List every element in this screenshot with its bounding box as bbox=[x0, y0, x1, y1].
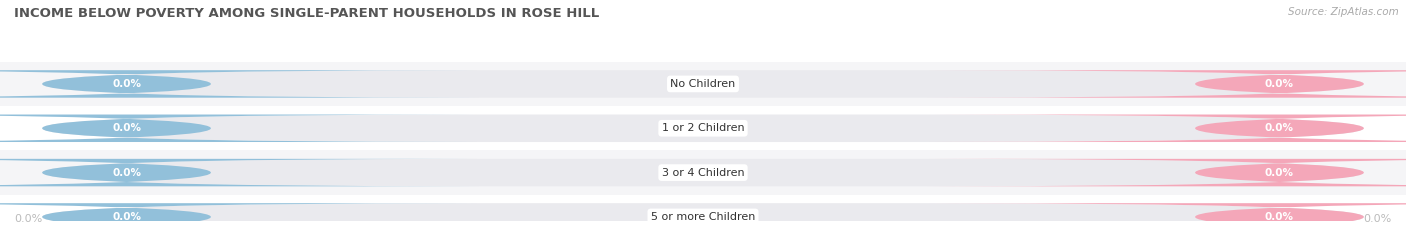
FancyBboxPatch shape bbox=[0, 195, 1406, 233]
Text: 0.0%: 0.0% bbox=[14, 214, 42, 224]
Text: 0.0%: 0.0% bbox=[1265, 212, 1294, 222]
FancyBboxPatch shape bbox=[928, 203, 1406, 231]
Text: 0.0%: 0.0% bbox=[112, 79, 141, 89]
Text: 1 or 2 Children: 1 or 2 Children bbox=[662, 123, 744, 133]
FancyBboxPatch shape bbox=[42, 70, 1364, 98]
FancyBboxPatch shape bbox=[0, 151, 1406, 195]
Text: 0.0%: 0.0% bbox=[112, 123, 141, 133]
Text: Source: ZipAtlas.com: Source: ZipAtlas.com bbox=[1288, 7, 1399, 17]
FancyBboxPatch shape bbox=[0, 62, 1406, 106]
FancyBboxPatch shape bbox=[928, 159, 1406, 186]
Text: 0.0%: 0.0% bbox=[112, 212, 141, 222]
FancyBboxPatch shape bbox=[0, 106, 1406, 151]
Text: 0.0%: 0.0% bbox=[1265, 123, 1294, 133]
Text: 5 or more Children: 5 or more Children bbox=[651, 212, 755, 222]
Text: 0.0%: 0.0% bbox=[1265, 79, 1294, 89]
FancyBboxPatch shape bbox=[42, 203, 1364, 231]
FancyBboxPatch shape bbox=[928, 115, 1406, 142]
FancyBboxPatch shape bbox=[928, 70, 1406, 98]
Text: 3 or 4 Children: 3 or 4 Children bbox=[662, 168, 744, 178]
FancyBboxPatch shape bbox=[0, 159, 478, 186]
Text: 0.0%: 0.0% bbox=[1265, 168, 1294, 178]
FancyBboxPatch shape bbox=[0, 203, 478, 231]
Text: 0.0%: 0.0% bbox=[1364, 214, 1392, 224]
Text: 0.0%: 0.0% bbox=[112, 168, 141, 178]
FancyBboxPatch shape bbox=[42, 115, 1364, 142]
Text: INCOME BELOW POVERTY AMONG SINGLE-PARENT HOUSEHOLDS IN ROSE HILL: INCOME BELOW POVERTY AMONG SINGLE-PARENT… bbox=[14, 7, 599, 20]
FancyBboxPatch shape bbox=[0, 70, 478, 98]
FancyBboxPatch shape bbox=[42, 159, 1364, 186]
FancyBboxPatch shape bbox=[0, 115, 478, 142]
Text: No Children: No Children bbox=[671, 79, 735, 89]
